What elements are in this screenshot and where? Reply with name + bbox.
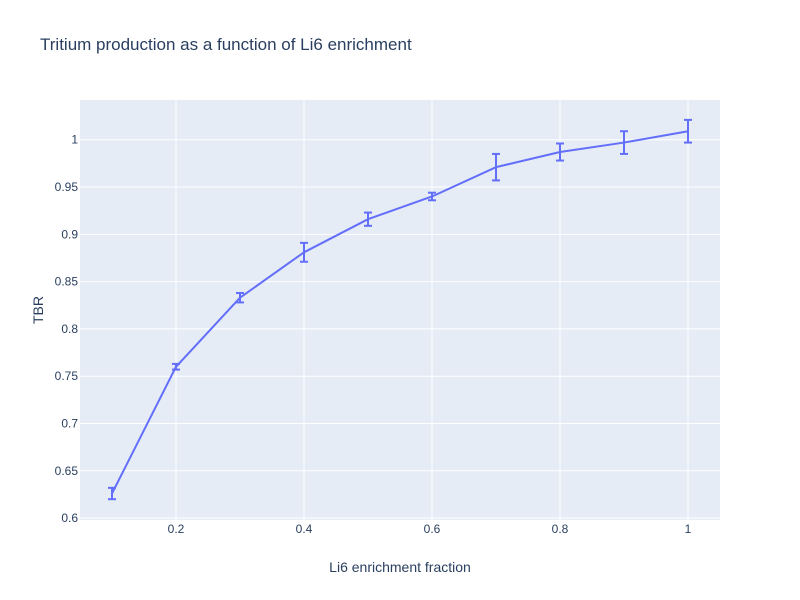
plot-area (80, 100, 720, 520)
error-bar (172, 362, 180, 371)
x-axis-title: Li6 enrichment fraction (329, 559, 471, 575)
y-tick-label: 0.6 (61, 511, 78, 525)
y-tick-labels: 0.6 0.65 0.7 0.75 0.8 0.85 0.9 0.95 1 (55, 133, 79, 525)
y-tick-label: 0.7 (61, 417, 78, 431)
series-layer (108, 118, 692, 501)
error-bar (364, 211, 372, 227)
y-tick-label: 0.9 (61, 227, 78, 241)
y-axis-title: TBR (30, 296, 46, 324)
y-tick-label: 1 (71, 133, 78, 147)
series-line (111, 130, 689, 494)
grid-lines (80, 100, 720, 520)
chart-title: Tritium production as a function of Li6 … (40, 35, 412, 54)
error-bar (684, 118, 692, 144)
error-bar (428, 191, 436, 202)
x-tick-labels: 0.2 0.4 0.6 0.8 1 (168, 522, 692, 536)
x-tick-label: 1 (685, 522, 692, 536)
error-bar (492, 152, 500, 182)
y-tick-label: 0.8 (61, 322, 78, 336)
y-tick-label: 0.85 (55, 275, 79, 289)
y-tick-label: 0.75 (55, 369, 79, 383)
error-bar (556, 142, 564, 162)
error-bar (300, 241, 308, 263)
error-bar (620, 130, 628, 155)
x-tick-label: 0.8 (552, 522, 569, 536)
error-bar (108, 486, 116, 501)
y-tick-label: 0.95 (55, 180, 79, 194)
x-tick-label: 0.4 (296, 522, 313, 536)
x-tick-label: 0.2 (168, 522, 185, 536)
error-bar (236, 291, 244, 304)
y-tick-label: 0.65 (55, 464, 79, 478)
x-tick-label: 0.6 (424, 522, 441, 536)
